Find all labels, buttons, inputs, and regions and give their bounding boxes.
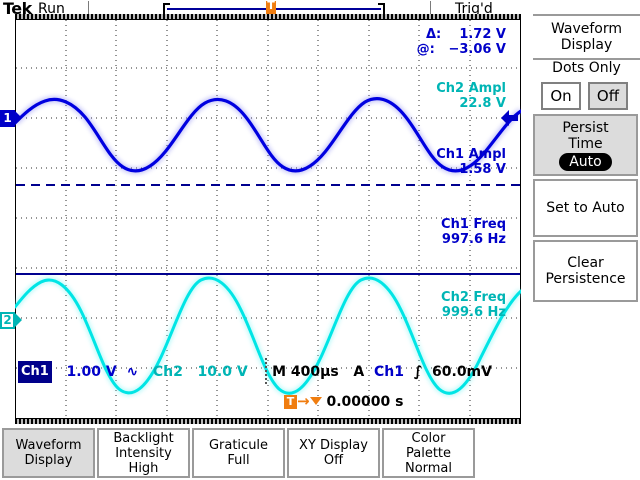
clear-persistence-button[interactable]: Clear Persistence — [533, 240, 638, 302]
cursor-at-label: @: — [416, 42, 435, 57]
ch1-vertical-scale[interactable]: 1.00 V — [66, 364, 117, 380]
persist-time-item[interactable]: Persist Time Auto — [533, 114, 638, 176]
ch1-coupling-icon: ∿ — [126, 364, 139, 380]
clear-persistence-line1: Clear — [567, 255, 604, 271]
acquisition-state-label: Run — [38, 1, 65, 17]
persist-time-value: Auto — [559, 152, 612, 171]
trigger-down-triangle-icon — [309, 397, 322, 405]
ch2-trace — [15, 276, 521, 395]
ch1-arrow-tip — [501, 110, 509, 126]
clear-persistence-line2: Persistence — [545, 271, 626, 287]
bm1-line2: Intensity — [115, 445, 172, 461]
side-menu-title-line2: Display — [560, 37, 613, 53]
bm3-line2: Off — [323, 453, 344, 468]
ch1-marker-arrow — [14, 110, 22, 126]
graticule-grid — [16, 20, 520, 418]
set-to-auto-button[interactable]: Set to Auto — [533, 179, 638, 237]
bm4-line1: Color — [411, 430, 446, 446]
graticule-frame — [15, 19, 521, 419]
bottom-menu-item-color-palette[interactable]: Color Palette Normal — [382, 428, 475, 478]
ch2-freq-value: 999.6 Hz — [441, 305, 506, 320]
ch2-freq-label: Ch2 Freq — [441, 290, 506, 305]
ch1-marker-box — [0, 110, 15, 127]
trigger-slope-icon: ∫ — [413, 364, 423, 380]
trigger-state-label: Trig'd — [455, 1, 493, 17]
trigger-marker-body — [266, 1, 276, 14]
bm2-line2: Full — [227, 453, 250, 468]
bottom-menu-item-backlight-intensity[interactable]: Backlight Intensity High — [97, 428, 190, 478]
cursor-delta-readout: Δ: 1.72 V — [301, 27, 506, 42]
trigger-position-readout: T → 0.00000 s — [284, 391, 403, 411]
bottom-menu: Waveform Display Backlight Intensity Hig… — [0, 428, 640, 480]
settings-bar-divider — [265, 358, 267, 384]
graticule-top-ruler — [15, 14, 521, 19]
ch1-trace — [15, 97, 521, 173]
trigger-type-label: A — [353, 364, 365, 380]
ch2-ampl-value: 22.8 V — [459, 96, 506, 111]
side-menu-title-line1: Waveform — [550, 21, 623, 37]
waveform-display-area[interactable]: Δ: 1.72 V @: −3.06 V Ch2 Ampl 22.8 V Ch1… — [15, 19, 521, 419]
side-menu-title: Waveform Display — [533, 14, 640, 60]
status-divider-left — [88, 1, 89, 17]
status-divider-right — [430, 1, 431, 17]
set-to-auto-label: Set to Auto — [546, 200, 625, 216]
bm0-line2: Display — [24, 453, 73, 468]
ch2-ampl-label: Ch2 Ampl — [436, 81, 506, 96]
ch1-arrow-tail — [508, 115, 518, 121]
bottom-menu-item-waveform-display[interactable]: Waveform Display — [2, 428, 95, 478]
dots-only-on-button[interactable]: On — [541, 82, 581, 110]
persist-time-line2: Time — [568, 135, 603, 152]
persist-time-line1: Persist — [562, 119, 609, 136]
cursor-delta-label: Δ: — [425, 27, 442, 42]
bottom-menu-item-xy-display[interactable]: XY Display Off — [287, 428, 380, 478]
ch2-vertical-scale[interactable]: 10.0 V — [197, 364, 248, 380]
bm3-line1: XY Display — [299, 438, 368, 453]
bottom-menu-item-graticule[interactable]: Graticule Full — [192, 428, 285, 478]
ch2-tag[interactable]: Ch2 — [152, 364, 183, 380]
trigger-badge-icon: T — [284, 395, 297, 409]
ch2-marker-arrow — [14, 312, 22, 328]
ch1-ampl-value: 1.58 V — [459, 162, 506, 177]
ch1-ground-marker[interactable]: 1 — [0, 110, 22, 127]
cursor-delta-value: 1.72 V — [459, 27, 506, 42]
bm1-line1: Backlight — [113, 430, 174, 446]
ch1-freq-value: 997.6 Hz — [441, 232, 506, 247]
ch1-marker-label: 1 — [3, 111, 12, 125]
graticule-bottom-ruler — [15, 419, 521, 424]
ch1-right-level-arrow-icon[interactable] — [501, 110, 519, 126]
side-menu: Waveform Display Dots Only On Off Persis… — [533, 14, 640, 302]
ch1-freq-label: Ch1 Freq — [441, 217, 506, 232]
trigger-level-value[interactable]: 60.0mV — [432, 364, 492, 380]
bm4-line3: Normal — [404, 460, 453, 476]
trigger-source-label[interactable]: Ch1 — [373, 364, 404, 380]
trigger-position-value[interactable]: 0.00000 s — [326, 394, 404, 410]
cursor-at-value: −3.06 V — [448, 42, 506, 57]
ch2-ground-marker[interactable]: 2 — [0, 312, 22, 329]
ch2-marker-label: 2 — [3, 313, 12, 327]
trigger-arrow-icon: → — [297, 392, 310, 410]
ch1-ampl-label: Ch1 Ampl — [436, 147, 506, 162]
dots-only-control: Dots Only On Off — [533, 60, 640, 112]
dots-only-label: Dots Only — [552, 60, 621, 76]
ch1-selected-tag[interactable]: Ch1 — [18, 361, 52, 383]
bm2-line1: Graticule — [208, 438, 269, 453]
bm1-line3: High — [128, 460, 159, 476]
trigger-marker-letter: T — [267, 0, 275, 12]
cursor-at-readout: @: −3.06 V — [301, 42, 506, 57]
timebase-setting[interactable]: M 400µs — [272, 364, 339, 380]
channel-settings-bar: Ch1 1.00 V ∿ Ch2 10.0 V M 400µs A Ch1 ∫ … — [18, 361, 492, 383]
tek-logo: Tek — [3, 0, 32, 18]
dots-only-off-button[interactable]: Off — [588, 82, 628, 110]
bm4-line2: Palette — [405, 445, 452, 461]
bm0-line1: Waveform — [15, 438, 82, 453]
waveform-traces — [15, 95, 521, 397]
